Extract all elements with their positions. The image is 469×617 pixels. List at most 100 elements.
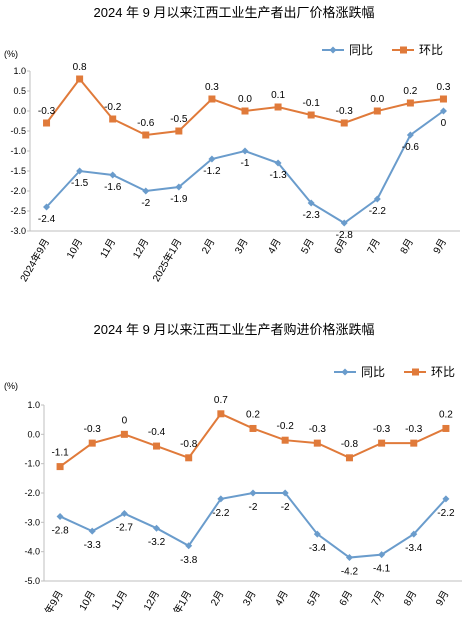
mom-data-label: -0.3: [336, 106, 354, 117]
x-category-label: 12月: [130, 237, 151, 261]
y-tick-label: -2.0: [10, 186, 26, 196]
x-category-label: 4月: [273, 589, 291, 608]
yoy-point: [76, 167, 84, 175]
y-tick-label: -1.0: [10, 146, 26, 156]
legend: 同比 环比: [322, 43, 443, 57]
y-tick-label: 0.0: [13, 106, 26, 116]
yoy-point: [442, 495, 450, 503]
yoy-data-label: -1.9: [170, 194, 188, 205]
y-tick-label: 1.0: [13, 66, 26, 76]
yoy-point: [109, 171, 117, 179]
mom-point: [142, 131, 150, 139]
output-price-chart: 2024 年 9 月以来江西工业生产者出厂价格涨跌幅 (%) 同比 环比 1.0 0.5 0…: [4, 5, 460, 284]
unit-label: (%): [4, 381, 18, 391]
yoy-data-label: -4.2: [341, 567, 359, 578]
x-category-label: 7月: [365, 237, 383, 256]
x-category-label: 8月: [398, 237, 416, 256]
x-category-label: 3月: [232, 237, 250, 256]
yoy-point: [153, 524, 161, 532]
mom-data-label: 0: [122, 415, 128, 426]
yoy-data-label: -1.5: [71, 178, 89, 189]
y-tick-label: -5.0: [24, 576, 40, 586]
mom-point: [56, 463, 64, 471]
yoy-data-label: -1.2: [203, 166, 221, 177]
mom-point: [307, 111, 315, 119]
x-category-label: 9月: [433, 589, 451, 608]
mom-data-label: -0.3: [405, 424, 423, 435]
mom-data-label: 0.8: [73, 62, 87, 73]
mom-point: [313, 439, 321, 447]
x-category-label: 10月: [64, 237, 85, 261]
x-category-label: 11月: [109, 589, 130, 613]
yoy-point: [56, 512, 64, 520]
x-category-label: 2024年9月: [31, 588, 66, 612]
mom-point: [208, 95, 216, 103]
yoy-point: [175, 183, 183, 191]
y-tick-label: -4.0: [24, 547, 40, 557]
yoy-point: [406, 131, 414, 139]
mom-data-label: -0.4: [148, 427, 166, 438]
mom-point: [43, 119, 51, 127]
yoy-point: [241, 147, 249, 155]
mom-data-label: -0.1: [303, 98, 321, 109]
yoy-point: [439, 107, 447, 115]
mom-data-label: -0.3: [38, 106, 56, 117]
yoy-data-label: -3.2: [148, 537, 166, 548]
mom-data-label: 0.1: [271, 90, 285, 101]
y-tick-label: -0.5: [10, 126, 26, 136]
yoy-point: [43, 203, 51, 211]
yoy-data-label: -3.4: [405, 543, 423, 554]
x-category-label: 2025年1月: [149, 236, 184, 284]
x-category-label: 9月: [431, 237, 449, 256]
y-tick-label: -3.0: [10, 226, 26, 236]
mom-data-label: 0.0: [238, 94, 252, 105]
yoy-point: [345, 554, 353, 562]
yoy-point: [373, 195, 381, 203]
mom-data-label: 0.2: [439, 409, 453, 420]
x-category-label: 2025年1月: [159, 588, 194, 612]
yoy-data-label: -4.1: [373, 564, 391, 575]
input-price-chart: 2024 年 9 月以来江西工业生产者购进价格涨跌幅 (%) 同比 环比 1.0 0.0 -…: [4, 322, 462, 617]
mom-point: [88, 439, 96, 447]
mom-data-label: 0.3: [205, 82, 219, 93]
mom-data-label: -1.1: [51, 448, 69, 459]
series-yoy: -2.8 -3.3 -2.7 -3.2 -3.8 -2.2 -2 -2 -3.4 -4.2 -4.1…: [51, 489, 455, 578]
x-category-label: 10月: [77, 589, 98, 613]
yoy-data-label: -2.8: [336, 230, 354, 241]
mom-data-label: -0.2: [277, 421, 295, 432]
y-tick-label: -1.0: [24, 459, 40, 469]
yoy-data-label: -2.2: [369, 206, 387, 217]
mom-data-label: 0.2: [246, 409, 260, 420]
x-category-label: 12月: [141, 589, 162, 613]
legend-yoy-marker: [341, 368, 349, 376]
legend-yoy-marker: [329, 46, 337, 54]
mom-point: [373, 107, 381, 115]
yoy-point: [313, 530, 321, 538]
yoy-point: [378, 551, 386, 559]
x-category-label: 3月: [240, 589, 258, 608]
mom-point: [274, 103, 282, 111]
yoy-point: [217, 495, 225, 503]
y-tick-label: -1.5: [10, 166, 26, 176]
yoy-data-label: -0.6: [402, 142, 420, 153]
yoy-data-label: -2.7: [116, 523, 134, 534]
unit-label: (%): [4, 49, 18, 59]
mom-point: [410, 439, 418, 447]
yoy-data-label: -1.6: [104, 182, 122, 193]
yoy-point: [274, 159, 282, 167]
yoy-point: [208, 155, 216, 163]
mom-point: [175, 127, 183, 135]
yoy-data-label: -1.3: [269, 170, 287, 181]
mom-point: [109, 115, 117, 123]
yoy-data-label: -2: [141, 198, 150, 209]
legend-yoy-label: 同比: [361, 365, 385, 379]
mom-data-label: 0.0: [370, 94, 384, 105]
x-category-label: 5月: [305, 589, 323, 608]
mom-point: [439, 95, 447, 103]
yoy-point: [142, 187, 150, 195]
mom-data-label: 0.2: [403, 86, 417, 97]
legend-mom-marker: [400, 46, 407, 54]
legend-yoy-label: 同比: [349, 43, 373, 57]
yoy-point: [410, 530, 418, 538]
yoy-data-label: -2: [249, 502, 258, 513]
